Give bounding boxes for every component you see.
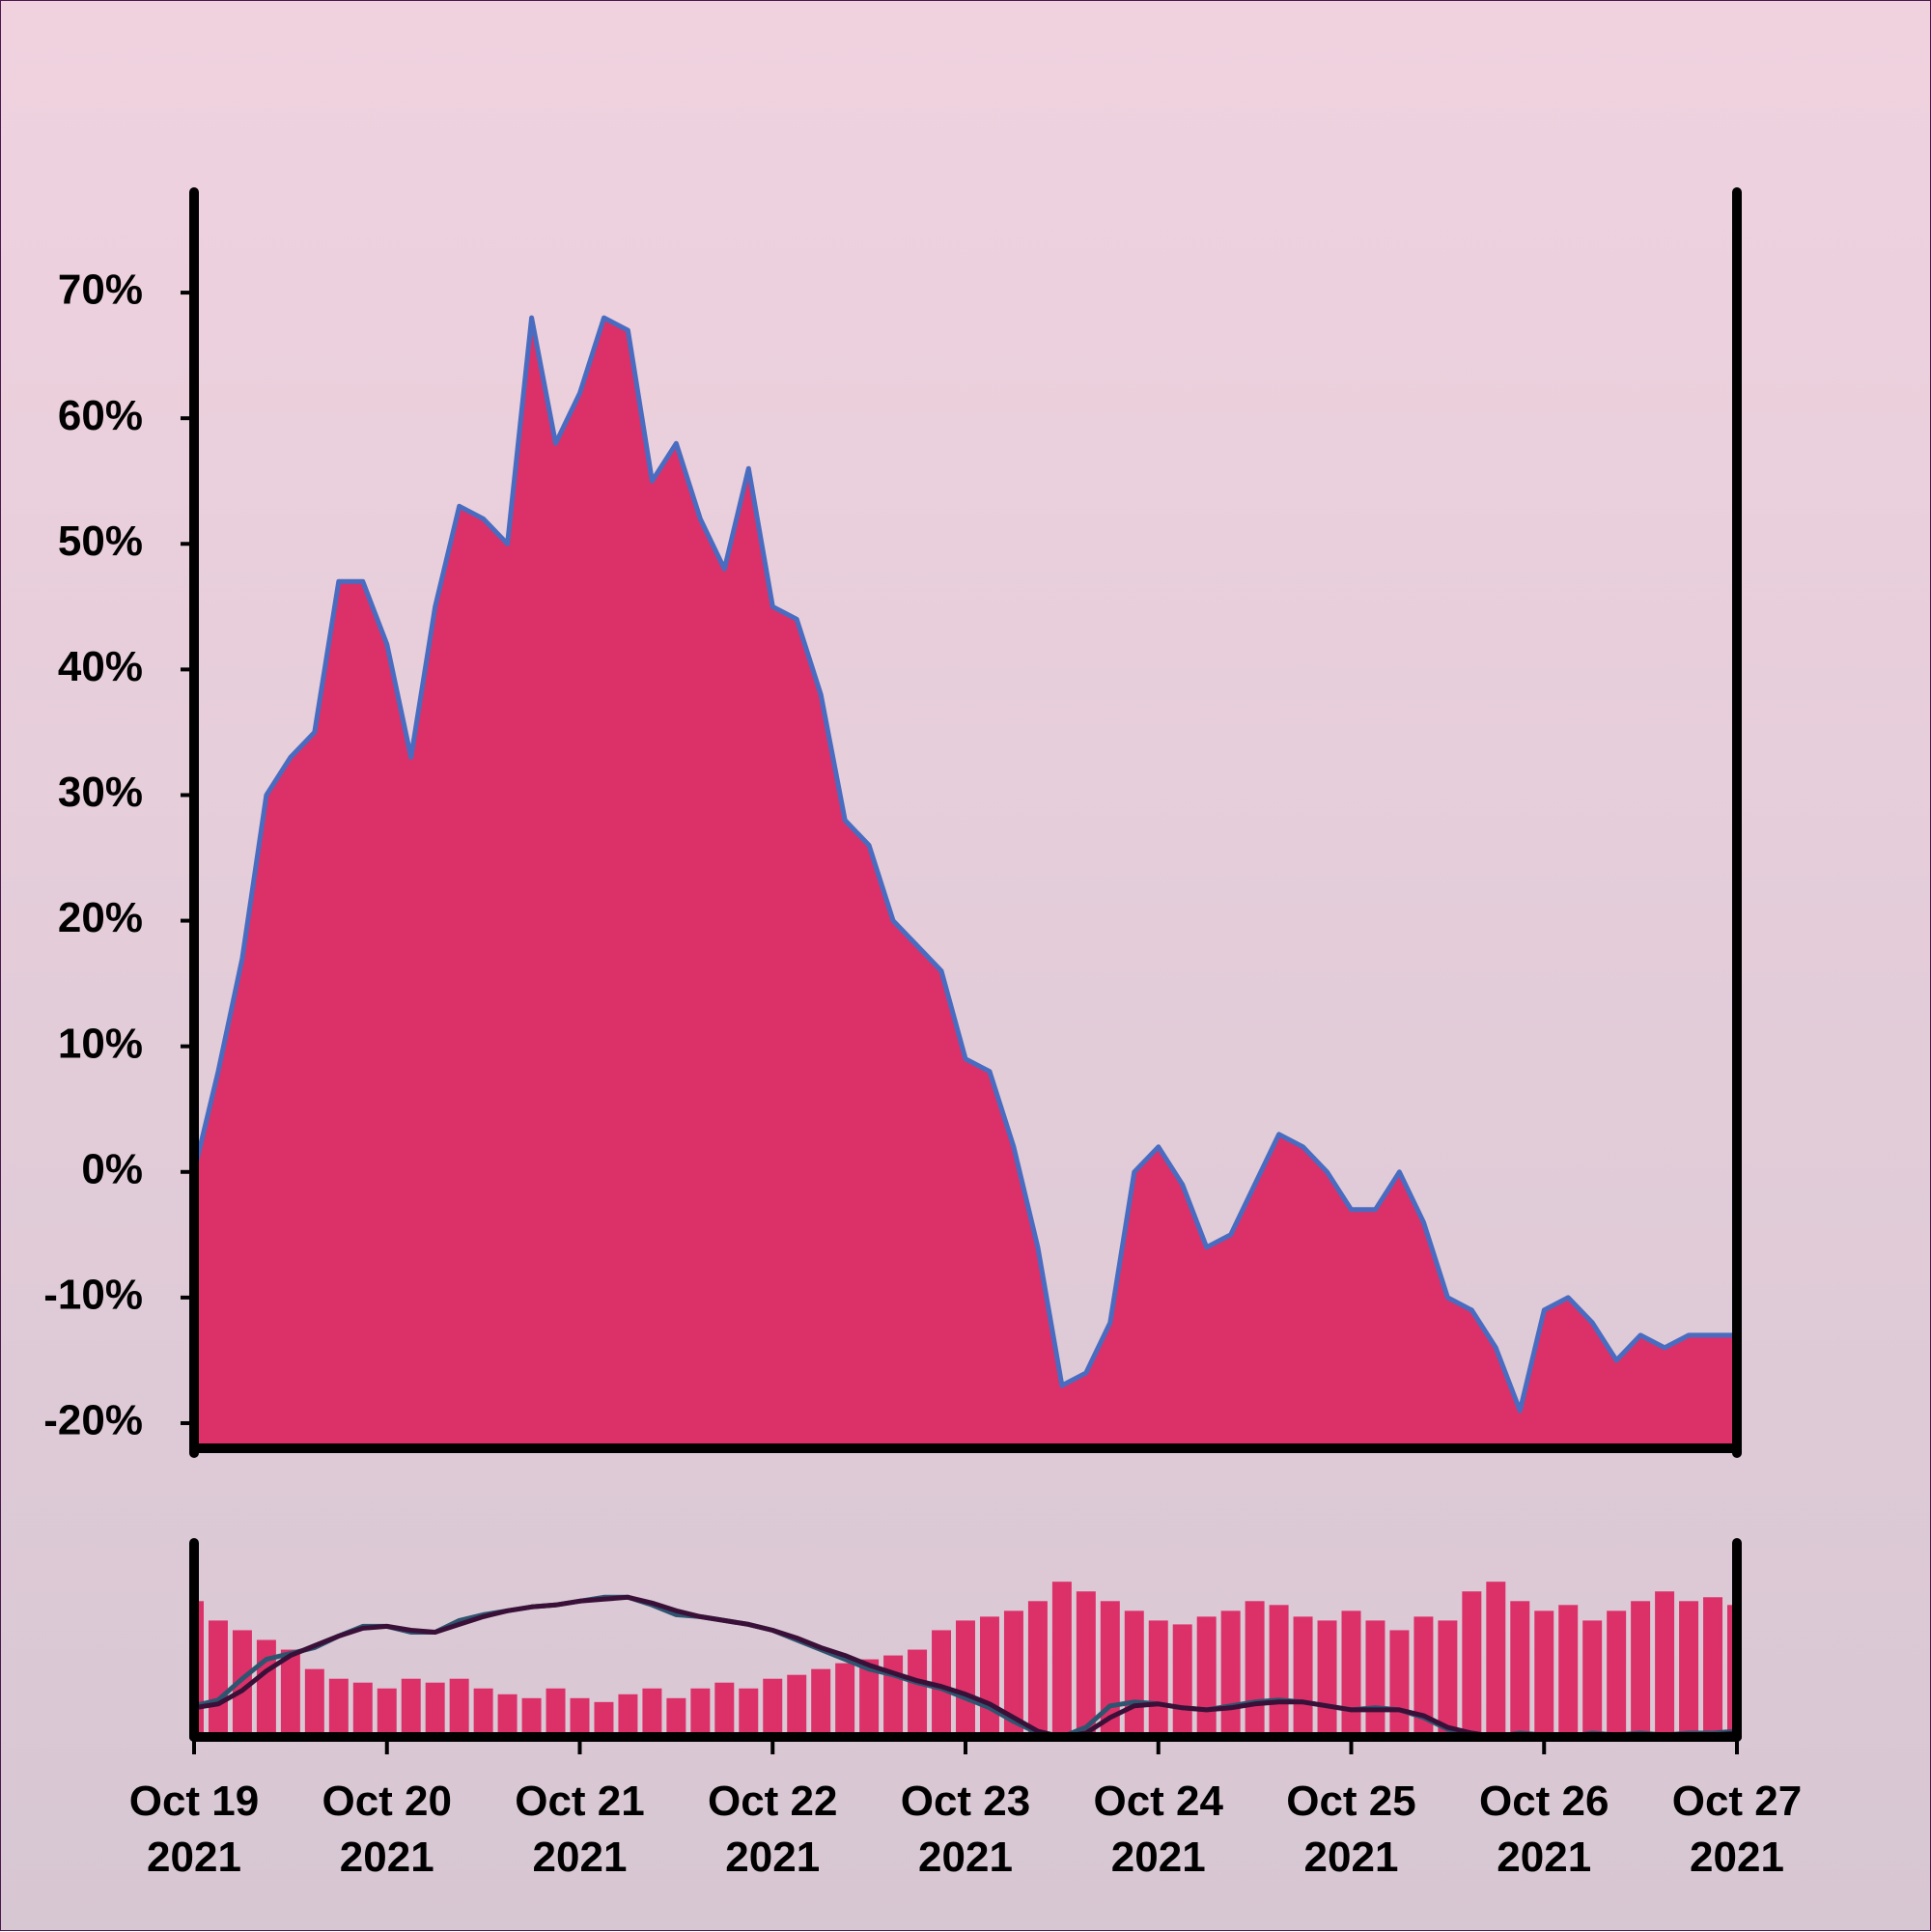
volume-bar [1317, 1620, 1337, 1737]
volume-bar [1462, 1591, 1482, 1737]
volume-bar [883, 1655, 904, 1737]
volume-bar [1558, 1605, 1579, 1737]
volume-bar [979, 1616, 999, 1737]
x-tick-label: Oct 20 2021 [322, 1778, 452, 1881]
y-tick-label: 40% [58, 643, 143, 690]
volume-bar [449, 1678, 469, 1737]
volume-bar [594, 1701, 614, 1737]
volume-bar [787, 1674, 807, 1737]
volume-bar [859, 1659, 880, 1737]
volume-bar [956, 1620, 975, 1737]
volume-bar [763, 1678, 783, 1737]
volume-bar [739, 1688, 759, 1737]
y-tick-label: 0% [81, 1145, 143, 1192]
volume-bar [304, 1668, 324, 1737]
x-tick-label: Oct 27 2021 [1671, 1778, 1803, 1881]
volume-bar [1413, 1616, 1434, 1737]
line [191, 315, 1737, 1414]
volume-bar [425, 1682, 445, 1737]
volume-bar [1051, 1582, 1072, 1737]
volume-bar [208, 1620, 228, 1737]
volume-bar [232, 1630, 252, 1737]
volume-bar [256, 1639, 276, 1737]
volume-bar [473, 1688, 493, 1737]
y-tick-label: -20% [43, 1397, 143, 1444]
x-tick-label: Oct 24 2021 [1093, 1778, 1223, 1881]
volume-bar [1389, 1630, 1410, 1737]
volume-bar [1076, 1591, 1096, 1737]
volume-bar [932, 1630, 952, 1737]
volume-bar [714, 1682, 735, 1737]
volume-bar [1438, 1620, 1458, 1737]
volume-bar [1341, 1610, 1361, 1737]
volume-bar [497, 1694, 518, 1737]
x-tick-label: Oct 19 2021 [128, 1778, 260, 1881]
y-tick-label: -10% [43, 1272, 143, 1319]
volume-bar [1269, 1605, 1289, 1737]
volume-bar [618, 1694, 638, 1737]
volume-bar [1124, 1610, 1144, 1737]
volume-bar [1245, 1601, 1265, 1737]
volume-bar [1172, 1624, 1192, 1737]
volume-bar [1027, 1601, 1048, 1737]
x-tick-label: Oct 21 2021 [515, 1778, 645, 1881]
volume-bar [1679, 1601, 1699, 1737]
volume-bar [377, 1688, 397, 1737]
volume-panel [194, 1582, 1737, 1739]
volume-bar [352, 1682, 373, 1737]
volume-bar [1655, 1591, 1675, 1737]
volume-bar [1486, 1582, 1506, 1737]
volume-bar [280, 1649, 300, 1737]
volume-bar [1148, 1620, 1168, 1737]
volume-bar [690, 1688, 711, 1737]
x-tick-label: Oct 23 2021 [900, 1778, 1031, 1881]
volume-bar [1607, 1610, 1627, 1737]
volume-bar [1365, 1620, 1385, 1737]
y-tick-label: 30% [58, 769, 143, 816]
y-tick-label: 20% [58, 894, 143, 941]
x-tick-label: Oct 22 2021 [707, 1778, 838, 1881]
volume-bar [546, 1688, 566, 1737]
volume-bar [811, 1668, 831, 1737]
volume-bar [1220, 1610, 1241, 1737]
volume-bar [521, 1697, 542, 1737]
volume-bar [1510, 1601, 1530, 1737]
volume-bar [642, 1688, 662, 1737]
volume-bar [1003, 1610, 1023, 1737]
volume-bar [1293, 1616, 1313, 1737]
volume-bar [1196, 1616, 1217, 1737]
x-tick-label: Oct 25 2021 [1286, 1778, 1416, 1881]
y-tick-label: 50% [58, 518, 143, 565]
volume-bar [1631, 1601, 1651, 1737]
volume-bar [908, 1649, 928, 1737]
volume-bar [666, 1697, 686, 1737]
area [194, 318, 1737, 1449]
volume-bar [1703, 1597, 1723, 1737]
volume-bar [835, 1663, 855, 1737]
volume-bar [1534, 1610, 1554, 1737]
y-tick-label: 70% [58, 266, 143, 314]
volume-bar [328, 1678, 349, 1737]
y-tick-label: 60% [58, 392, 143, 439]
volume-bar [1582, 1620, 1603, 1737]
volume-bar [570, 1697, 590, 1737]
volume-bar [401, 1678, 421, 1737]
x-tick-label: Oct 26 2021 [1478, 1778, 1609, 1881]
y-tick-label: 10% [58, 1020, 143, 1067]
